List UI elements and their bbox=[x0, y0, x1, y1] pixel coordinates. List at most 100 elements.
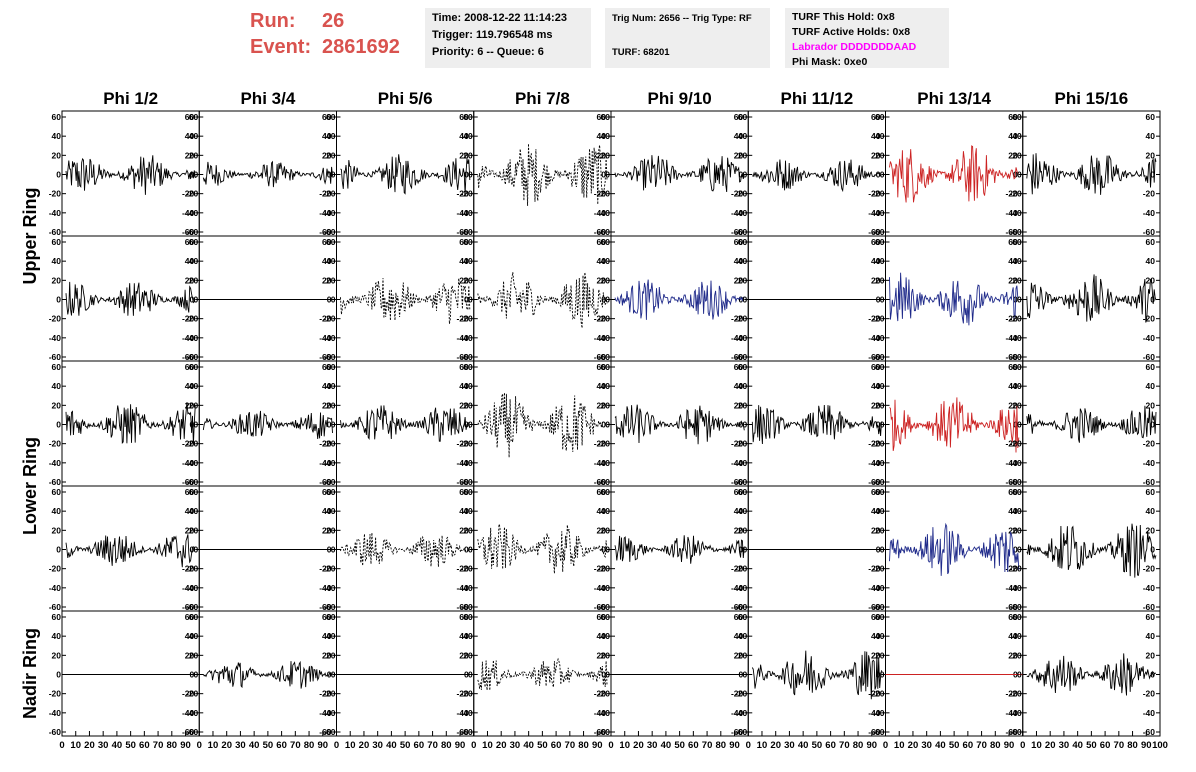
y-tick-label: -40 bbox=[1009, 208, 1022, 218]
y-tick-label: -40 bbox=[1005, 583, 1018, 593]
y-tick-label: 60 bbox=[734, 487, 744, 497]
x-tick-label: 80 bbox=[578, 740, 589, 751]
y-tick-label: 60 bbox=[322, 112, 332, 122]
y-tick-label: -20 bbox=[594, 189, 607, 199]
y-tick-label: 40 bbox=[734, 256, 744, 266]
y-tick-label: -20 bbox=[186, 689, 199, 699]
y-tick-label: 20 bbox=[1008, 150, 1018, 160]
x-tick-label: 20 bbox=[84, 740, 95, 751]
panel-frame bbox=[610, 610, 749, 737]
waveform-trace bbox=[1026, 653, 1157, 696]
y-tick-label: -60 bbox=[319, 477, 332, 487]
y-tick-label: -60 bbox=[872, 727, 885, 737]
y-tick-label: -60 bbox=[1005, 352, 1018, 362]
x-tick-label: 90 bbox=[866, 740, 877, 751]
y-tick-label: 40 bbox=[189, 256, 199, 266]
y-tick-label: 20 bbox=[52, 650, 62, 660]
turf-info-box: TURF This Hold: 0x8 TURF Active Holds: 0… bbox=[785, 8, 949, 68]
y-tick-label: 20 bbox=[1146, 650, 1156, 660]
x-tick-label: 90 bbox=[180, 740, 191, 751]
y-tick-label: 20 bbox=[1008, 525, 1018, 535]
x-tick-label: 80 bbox=[441, 740, 452, 751]
y-tick-label: -40 bbox=[182, 708, 195, 718]
column-header: Phi 13/14 bbox=[917, 89, 991, 108]
y-tick-label: -60 bbox=[731, 352, 744, 362]
x-tick-label: 40 bbox=[386, 740, 397, 751]
y-tick-label: 60 bbox=[597, 487, 607, 497]
trig-num-text: Trig Num: 2656 -- Trig Type: RF bbox=[612, 13, 752, 24]
y-tick-label: 20 bbox=[189, 150, 199, 160]
y-tick-label: -60 bbox=[731, 602, 744, 612]
y-tick-label: 40 bbox=[459, 381, 469, 391]
x-tick-label: 90 bbox=[592, 740, 603, 751]
y-tick-label: -20 bbox=[731, 564, 744, 574]
y-tick-label: -40 bbox=[456, 583, 469, 593]
y-tick-label: -40 bbox=[872, 333, 885, 343]
y-tick-label: -40 bbox=[1143, 708, 1156, 718]
waveform-trace bbox=[477, 143, 608, 206]
y-tick-label: -60 bbox=[868, 477, 881, 487]
y-tick-label: -40 bbox=[868, 583, 881, 593]
waveform-trace bbox=[202, 660, 333, 689]
y-tick-label: 40 bbox=[875, 381, 885, 391]
y-tick-label: 40 bbox=[52, 631, 62, 641]
y-tick-label: 60 bbox=[463, 362, 473, 372]
y-tick-label: 60 bbox=[871, 487, 881, 497]
y-tick-label: -20 bbox=[323, 314, 336, 324]
y-tick-label: -40 bbox=[735, 708, 748, 718]
y-tick-label: 60 bbox=[601, 362, 611, 372]
y-tick-label: 60 bbox=[1008, 362, 1018, 372]
x-tick-label: 0 bbox=[1020, 740, 1025, 751]
panel-frame bbox=[198, 485, 337, 612]
y-tick-label: -20 bbox=[319, 314, 332, 324]
y-tick-label: 40 bbox=[459, 131, 469, 141]
waveform-trace bbox=[1026, 405, 1157, 443]
y-tick-label: 20 bbox=[875, 150, 885, 160]
y-tick-label: 0 bbox=[464, 545, 469, 555]
y-tick-label: -20 bbox=[1009, 439, 1022, 449]
y-tick-label: 40 bbox=[738, 131, 748, 141]
y-tick-label: 40 bbox=[322, 131, 332, 141]
y-tick-label: 0 bbox=[605, 545, 610, 555]
column-header: Phi 7/8 bbox=[515, 89, 570, 108]
y-tick-label: 60 bbox=[326, 362, 336, 372]
y-tick-label: 40 bbox=[1008, 131, 1018, 141]
y-tick-label: -20 bbox=[323, 564, 336, 574]
y-tick-label: 40 bbox=[1008, 631, 1018, 641]
x-tick-label: 20 bbox=[1045, 740, 1056, 751]
y-tick-label: 60 bbox=[871, 362, 881, 372]
y-tick-label: -60 bbox=[319, 602, 332, 612]
y-tick-label: 20 bbox=[185, 650, 195, 660]
y-tick-label: -40 bbox=[49, 708, 62, 718]
y-tick-label: -20 bbox=[872, 689, 885, 699]
waveform-trace bbox=[1026, 153, 1157, 195]
y-tick-label: -40 bbox=[731, 208, 744, 218]
y-tick-label: -20 bbox=[182, 439, 195, 449]
y-tick-label: -60 bbox=[1143, 227, 1156, 237]
y-tick-label: 20 bbox=[875, 400, 885, 410]
y-tick-label: 60 bbox=[459, 612, 469, 622]
waveform-trace bbox=[340, 532, 471, 567]
x-tick-label: 60 bbox=[825, 740, 836, 751]
x-tick-label: 30 bbox=[647, 740, 658, 751]
y-tick-label: -40 bbox=[323, 708, 336, 718]
panel-frame bbox=[747, 235, 886, 362]
y-tick-label: 60 bbox=[1008, 487, 1018, 497]
y-tick-label: 40 bbox=[326, 506, 336, 516]
y-tick-label: 0 bbox=[56, 295, 61, 305]
y-tick-label: -40 bbox=[319, 458, 332, 468]
y-tick-label: -60 bbox=[598, 727, 611, 737]
y-tick-label: 60 bbox=[738, 362, 748, 372]
y-tick-label: 60 bbox=[601, 487, 611, 497]
y-tick-label: 0 bbox=[464, 295, 469, 305]
y-tick-label: -60 bbox=[1005, 727, 1018, 737]
y-tick-label: 20 bbox=[326, 400, 336, 410]
y-tick-label: 20 bbox=[185, 275, 195, 285]
y-tick-label: 0 bbox=[880, 295, 885, 305]
y-tick-label: -40 bbox=[460, 708, 473, 718]
y-tick-label: -40 bbox=[594, 208, 607, 218]
y-tick-label: -60 bbox=[460, 477, 473, 487]
